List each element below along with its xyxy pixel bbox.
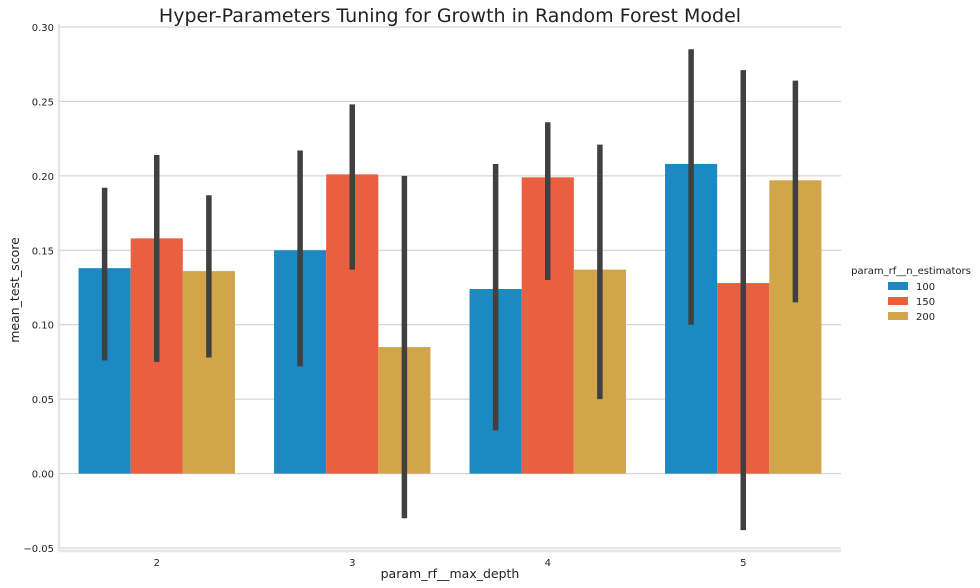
y-axis-label: mean_test_score [7, 237, 22, 343]
x-tick-label: 5 [740, 558, 746, 569]
legend-swatch [888, 297, 908, 305]
x-tick-labels: 2 3 4 5 [154, 558, 747, 569]
x-tick-label: 2 [154, 558, 160, 569]
legend-swatch [888, 312, 908, 320]
x-tick-label: 4 [545, 558, 551, 569]
y-tick-labels: −0.05 0.00 0.05 0.10 0.15 0.20 0.25 0.30 [23, 23, 54, 555]
legend-title: param_rf__n_estimators [851, 266, 971, 277]
legend-label: 200 [916, 312, 935, 323]
x-axis-label: param_rf__max_depth [381, 566, 520, 581]
y-tick-label: 0.25 [32, 97, 54, 108]
legend-swatch [888, 282, 908, 290]
y-tick-label: 0.20 [32, 172, 54, 183]
y-tick-label: 0.15 [32, 246, 54, 257]
y-tick-label: −0.05 [23, 544, 54, 555]
axes [57, 24, 841, 553]
legend: param_rf__n_estimators 100 150 200 [851, 266, 971, 323]
legend-label: 150 [916, 297, 935, 308]
y-tick-label: 0.10 [32, 321, 54, 332]
legend-label: 100 [916, 282, 935, 293]
y-tick-label: 0.30 [32, 23, 54, 34]
y-tick-label: 0.00 [32, 470, 54, 481]
y-tick-label: 0.05 [32, 395, 54, 406]
chart-title: Hyper-Parameters Tuning for Growth in Ra… [159, 5, 741, 27]
x-tick-label: 3 [349, 558, 355, 569]
bars [78, 163, 822, 474]
error-bars [101, 49, 799, 531]
